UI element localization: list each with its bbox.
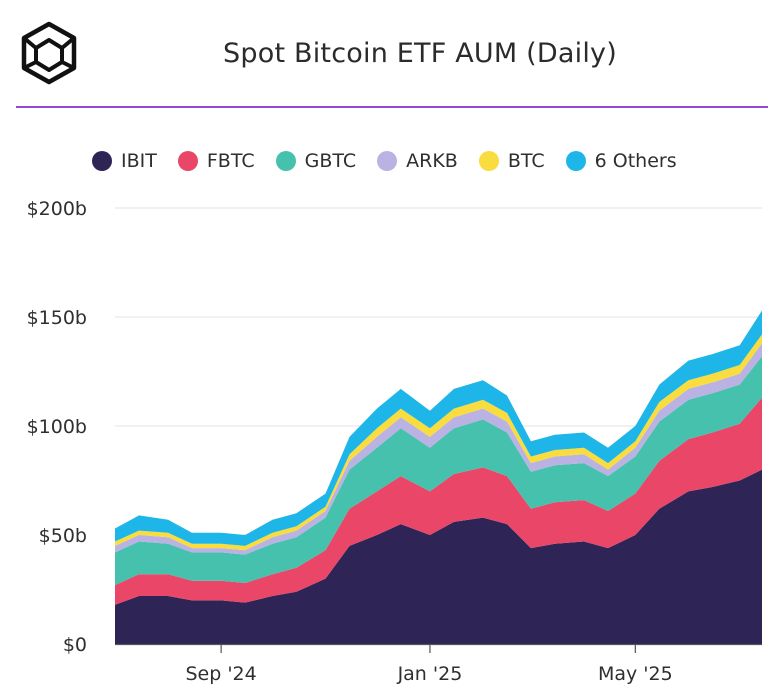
legend-swatch (275, 151, 296, 171)
legend-item-gbtc: GBTC (275, 150, 357, 172)
legend-swatch (177, 151, 198, 171)
legend-label: FBTC (206, 150, 255, 172)
x-tick-label: May '25 (598, 663, 673, 685)
legend-label: BTC (507, 150, 545, 172)
legend-swatch (92, 151, 112, 171)
legend-item-btc: BTC (478, 150, 545, 172)
x-tick-label: Jan '25 (397, 663, 463, 685)
legend-item-arkb: ARKB (377, 150, 458, 172)
chart-areas (115, 310, 762, 644)
y-tick-label: $0 (63, 634, 87, 656)
y-tick-label: $150b (27, 307, 87, 329)
legend-label: 6 Others (594, 150, 677, 172)
legend-item-6-others: 6 Others (565, 150, 677, 172)
cube-logo-icon (21, 21, 77, 85)
legend-item-ibit: IBIT (92, 150, 157, 172)
y-tick-label: $200b (27, 198, 87, 220)
area-6-others (115, 310, 762, 546)
legend-label: ARKB (406, 150, 458, 172)
legend-item-fbtc: FBTC (177, 150, 255, 172)
header-divider (16, 106, 768, 108)
legend-swatch (478, 151, 499, 171)
legend-swatch (565, 151, 586, 171)
chart-legend: IBIT FBTC GBTC ARKB BTC 6 Others (92, 148, 698, 174)
y-tick-label: $100b (27, 416, 87, 438)
chart-axes: $0 $50b $100b $150b $200b Sep '24 Jan '25 May '… (27, 198, 762, 685)
area-fbtc (115, 397, 762, 605)
area-ibit (115, 469, 762, 644)
legend-swatch (377, 151, 398, 171)
legend-label: IBIT (121, 150, 157, 172)
area-gbtc (115, 356, 762, 586)
x-tick-label: Sep '24 (185, 663, 256, 685)
legend-label: GBTC (304, 150, 357, 172)
chart-title: Spot Bitcoin ETF AUM (Daily) (223, 38, 617, 69)
y-tick-label: $50b (39, 525, 87, 547)
